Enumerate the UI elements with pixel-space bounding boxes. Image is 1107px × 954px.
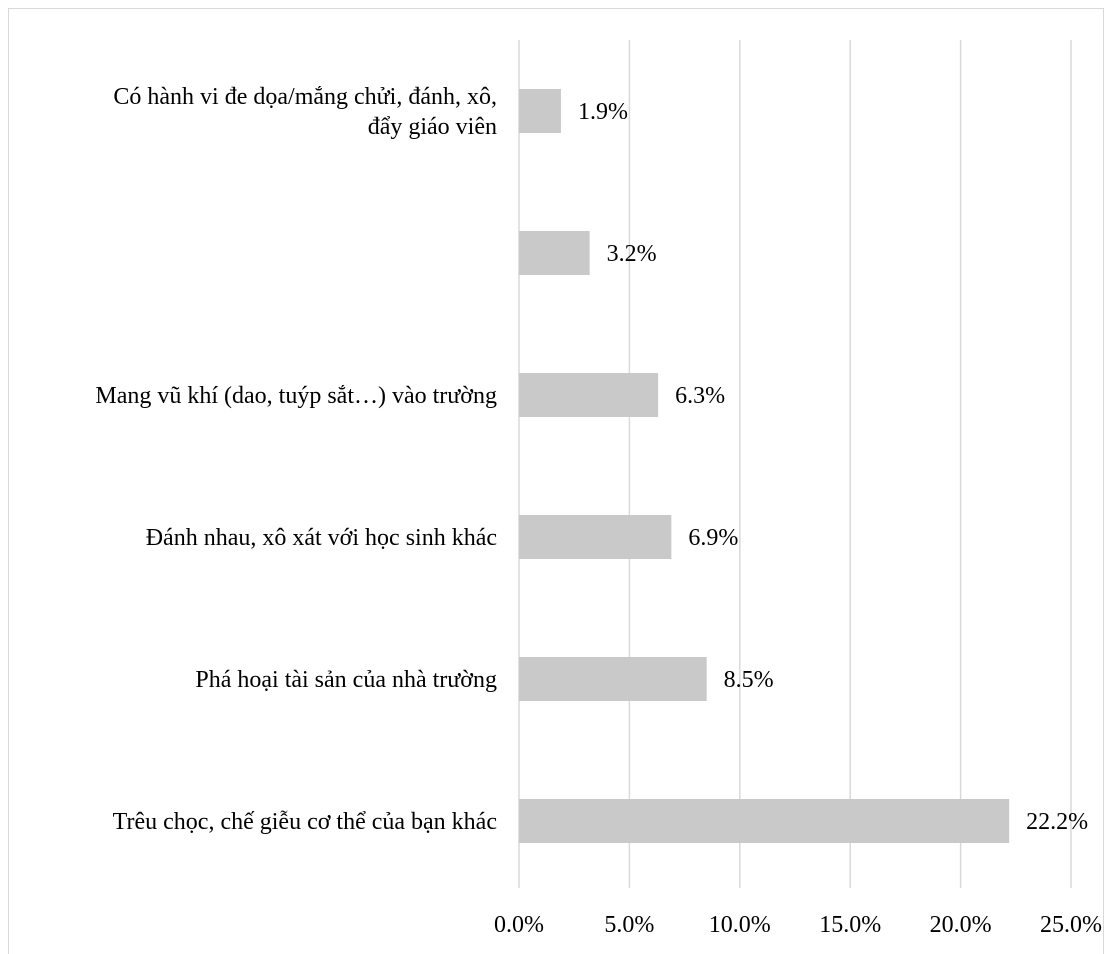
x-tick-label: 10.0% [709,912,771,938]
data-label: 1.9% [578,99,628,125]
bar-2 [519,373,659,417]
bar-4 [519,657,707,701]
chart-frame [8,8,1104,954]
bar-5 [519,799,1010,843]
value-labels: 1.9% 3.2% 6.3% 6.9% 8.5% 22.2% [578,99,1088,835]
x-axis-ticks: 0.0% 5.0% 10.0% 15.0% 20.0% 25.0% [494,912,1102,938]
bar-3 [519,515,672,559]
bars [519,89,1010,843]
bar-0 [519,89,561,133]
x-tick-label: 15.0% [819,912,881,938]
data-label: 22.2% [1026,809,1088,835]
grid-lines [518,40,1072,888]
x-tick-label: 20.0% [930,912,992,938]
x-tick-label: 0.0% [494,912,544,938]
data-label: 8.5% [724,667,774,693]
data-label: 6.9% [688,525,738,551]
x-tick-label: 5.0% [604,912,654,938]
category-labels: Có hành vi đe dọa/mắng chửi, đánh, xô, đẩ… [95,84,497,835]
category-label: đẩy giáo viên [368,114,497,140]
category-label: Có hành vi đe dọa/mắng chửi, đánh, xô, [113,84,497,110]
data-label: 3.2% [607,241,657,267]
category-label: Mang vũ khí (dao, tuýp sắt…) vào trường [95,383,497,409]
category-label: Trêu chọc, chế giễu cơ thể của bạn khác [113,809,497,835]
bar-1 [519,231,590,275]
category-label: Đánh nhau, xô xát với học sinh khác [146,525,497,551]
x-tick-label: 25.0% [1040,912,1102,938]
data-label: 6.3% [675,383,725,409]
category-label: Phá hoại tài sản của nhà trường [195,667,497,693]
